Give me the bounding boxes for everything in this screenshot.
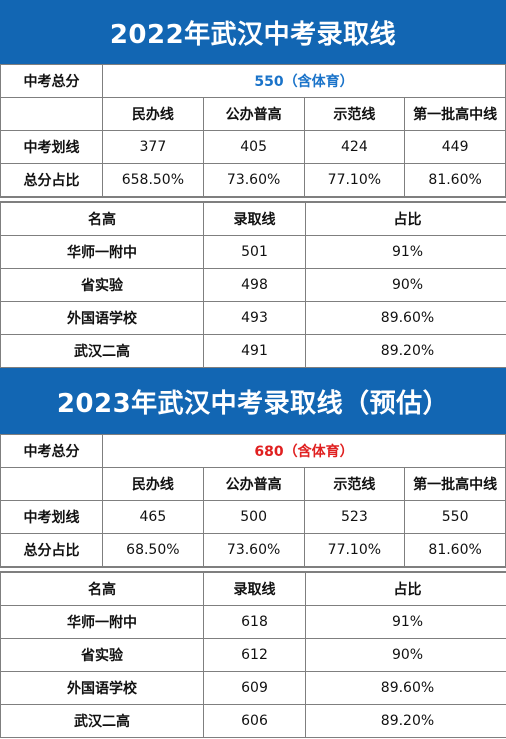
column-header: 示范线 [303, 97, 406, 131]
school-ratio: 89.20% [305, 334, 506, 368]
cell-value: 68.50% [102, 533, 204, 567]
empty-cell [0, 97, 103, 131]
cell-value: 465 [102, 500, 204, 534]
school-score: 612 [203, 638, 306, 672]
cell-value: 77.10% [303, 533, 406, 567]
table-separator [0, 197, 506, 202]
total-score-label: 中考总分 [0, 434, 103, 468]
column-header: 占比 [305, 202, 506, 236]
school-ratio: 89.60% [305, 301, 506, 335]
cutoff-table-2022: 中考总分 550（含体育） 民办线 公办普高 示范线 第一批高中线 中考划线 3… [0, 64, 506, 197]
cell-value: 73.60% [202, 533, 305, 567]
section-title-2022: 2022年武汉中考录取线 [0, 0, 506, 64]
table-row: 外国语学校 493 89.60% [0, 301, 506, 335]
column-header: 录取线 [203, 572, 306, 606]
school-ratio: 91% [305, 235, 506, 269]
school-ratio: 89.20% [305, 704, 506, 738]
school-name: 省实验 [0, 268, 204, 302]
table-row: 华师一附中 501 91% [0, 235, 506, 269]
school-score: 618 [203, 605, 306, 639]
school-ratio: 90% [305, 268, 506, 302]
cutoff-table-2023: 中考总分 680（含体育） 民办线 公办普高 示范线 第一批高中线 中考划线 4… [0, 434, 506, 567]
school-score: 609 [203, 671, 306, 705]
row-label: 中考划线 [0, 130, 103, 164]
school-score: 493 [203, 301, 306, 335]
school-score: 501 [203, 235, 306, 269]
column-header: 公办普高 [202, 97, 305, 131]
empty-cell [0, 467, 103, 501]
column-header: 占比 [305, 572, 506, 606]
column-header: 示范线 [303, 467, 406, 501]
total-score-value: 550（含体育） [102, 64, 506, 98]
school-name: 华师一附中 [0, 235, 204, 269]
column-header: 名高 [0, 572, 204, 606]
row-label: 中考划线 [0, 500, 103, 534]
school-name: 省实验 [0, 638, 204, 672]
cell-value: 377 [102, 130, 204, 164]
cell-value: 405 [202, 130, 305, 164]
table-row: 华师一附中 618 91% [0, 605, 506, 639]
school-table-2022: 名高 录取线 占比 华师一附中 501 91% 省实验 498 90% 外国语学… [0, 202, 506, 368]
table-row: 省实验 612 90% [0, 638, 506, 672]
cell-value: 523 [303, 500, 406, 534]
column-header: 第一批高中线 [404, 467, 506, 501]
school-score: 491 [203, 334, 306, 368]
table-separator [0, 567, 506, 572]
school-name: 外国语学校 [0, 671, 204, 705]
school-ratio: 90% [305, 638, 506, 672]
cell-value: 81.60% [404, 163, 506, 197]
cell-value: 449 [404, 130, 506, 164]
cell-value: 77.10% [303, 163, 406, 197]
section-title-2023: 2023年武汉中考录取线（预估） [0, 368, 506, 434]
row-label: 总分占比 [0, 163, 103, 197]
school-score: 606 [203, 704, 306, 738]
column-header: 民办线 [102, 97, 204, 131]
school-name: 外国语学校 [0, 301, 204, 335]
cell-value: 81.60% [404, 533, 506, 567]
column-header: 名高 [0, 202, 204, 236]
school-ratio: 91% [305, 605, 506, 639]
table-row: 武汉二高 606 89.20% [0, 704, 506, 738]
school-name: 华师一附中 [0, 605, 204, 639]
column-header: 第一批高中线 [404, 97, 506, 131]
school-ratio: 89.60% [305, 671, 506, 705]
school-name: 武汉二高 [0, 334, 204, 368]
column-header: 民办线 [102, 467, 204, 501]
column-header: 公办普高 [202, 467, 305, 501]
school-table-2023: 名高 录取线 占比 华师一附中 618 91% 省实验 612 90% 外国语学… [0, 572, 506, 738]
row-label: 总分占比 [0, 533, 103, 567]
cell-value: 550 [404, 500, 506, 534]
cell-value: 73.60% [202, 163, 305, 197]
column-header: 录取线 [203, 202, 306, 236]
total-score-label: 中考总分 [0, 64, 103, 98]
school-name: 武汉二高 [0, 704, 204, 738]
table-row: 省实验 498 90% [0, 268, 506, 302]
cell-value: 500 [202, 500, 305, 534]
school-score: 498 [203, 268, 306, 302]
total-score-value: 680（含体育） [102, 434, 506, 468]
table-row: 外国语学校 609 89.60% [0, 671, 506, 705]
cell-value: 424 [303, 130, 406, 164]
cell-value: 658.50% [102, 163, 204, 197]
table-row: 武汉二高 491 89.20% [0, 334, 506, 368]
